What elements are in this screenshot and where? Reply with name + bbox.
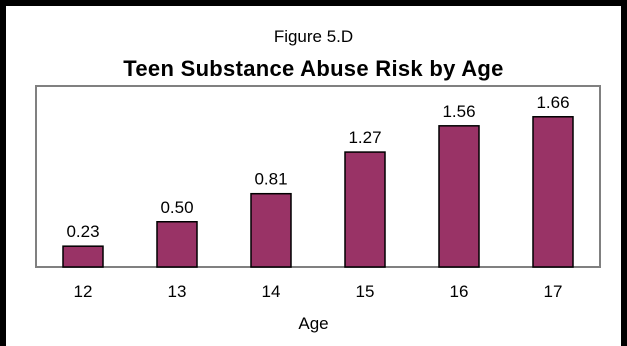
frame-left-border [0,0,6,346]
data-label-age-17: 1.66 [536,93,569,112]
plot-area-border [35,85,601,268]
x-tick-label-15: 15 [356,282,375,301]
frame-top-border [0,0,627,6]
bar-age-16 [438,125,480,268]
x-tick-label-12: 12 [74,282,93,301]
data-label-age-13: 0.50 [160,198,193,217]
x-tick-label-17: 17 [544,282,563,301]
data-label-age-15: 1.27 [348,128,381,147]
data-label-age-16: 1.56 [442,102,475,121]
bar-age-12 [62,245,104,268]
data-label-age-12: 0.23 [66,222,99,241]
frame-right-border [621,6,627,346]
chart-title: Teen Substance Abuse Risk by Age [123,56,504,81]
x-tick-label-16: 16 [450,282,469,301]
bar-age-15 [344,151,386,268]
figure-label: Figure 5.D [273,27,354,46]
bar-age-13 [156,221,198,268]
data-label-age-14: 0.81 [254,170,287,189]
x-axis-label: Age [298,314,329,333]
bar-age-17 [532,116,574,268]
bar-age-14 [250,192,292,268]
x-tick-label-14: 14 [262,282,281,301]
x-tick-label-13: 13 [168,282,187,301]
